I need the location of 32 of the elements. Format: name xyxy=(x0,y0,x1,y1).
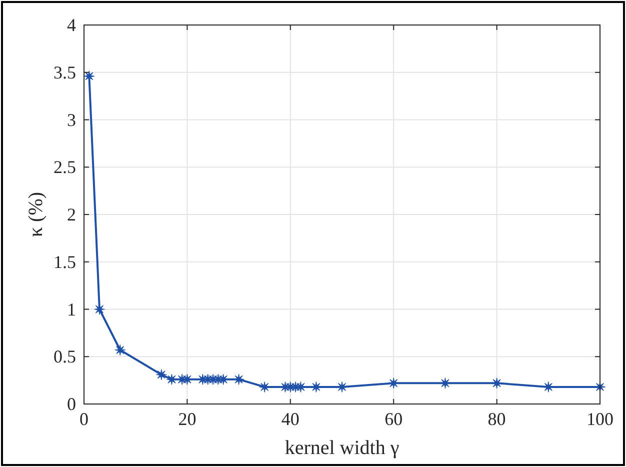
y-tick-label: 0.5 xyxy=(54,346,76,367)
point xyxy=(388,378,400,389)
point xyxy=(440,378,451,389)
point xyxy=(233,374,244,385)
point xyxy=(218,374,229,385)
x-tick-label: 80 xyxy=(488,409,506,429)
y-tick-label: 1 xyxy=(67,299,76,320)
x-tick-label: 20 xyxy=(178,409,196,429)
point xyxy=(182,374,193,385)
y-tick-label: 1.5 xyxy=(54,252,76,272)
point xyxy=(542,381,554,393)
x-tick-label: 0 xyxy=(80,409,88,429)
y-tick-label: 0 xyxy=(67,394,76,414)
point xyxy=(84,70,95,82)
y-tick-label: 3.5 xyxy=(54,62,76,82)
y-tick-label: 2.5 xyxy=(54,157,76,178)
point xyxy=(295,381,306,393)
point xyxy=(310,381,322,393)
y-axis-title: κ (%) xyxy=(25,192,47,238)
x-tick-label: 60 xyxy=(384,409,403,429)
point xyxy=(94,304,106,315)
y-tick-label: 2 xyxy=(67,204,76,224)
y-tick-label: 3 xyxy=(67,110,76,130)
point xyxy=(166,374,178,385)
point xyxy=(114,344,126,356)
x-tick-label: 100 xyxy=(586,409,614,429)
y-tick-label: 4 xyxy=(67,15,76,35)
point xyxy=(259,381,270,393)
x-tick-label: 40 xyxy=(281,409,300,429)
point xyxy=(491,378,502,389)
point xyxy=(156,369,167,380)
x-axis-title: kernel width γ xyxy=(284,437,400,459)
